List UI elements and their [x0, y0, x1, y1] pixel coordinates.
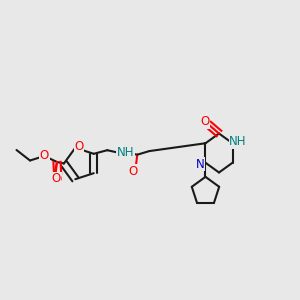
Text: O: O — [200, 115, 209, 128]
Text: O: O — [52, 173, 62, 186]
Text: O: O — [40, 148, 49, 162]
Text: O: O — [52, 172, 61, 185]
Text: O: O — [74, 140, 83, 153]
Text: O: O — [128, 165, 137, 178]
Text: N: N — [196, 158, 205, 171]
Text: NH: NH — [116, 146, 134, 159]
Text: NH: NH — [229, 135, 247, 148]
